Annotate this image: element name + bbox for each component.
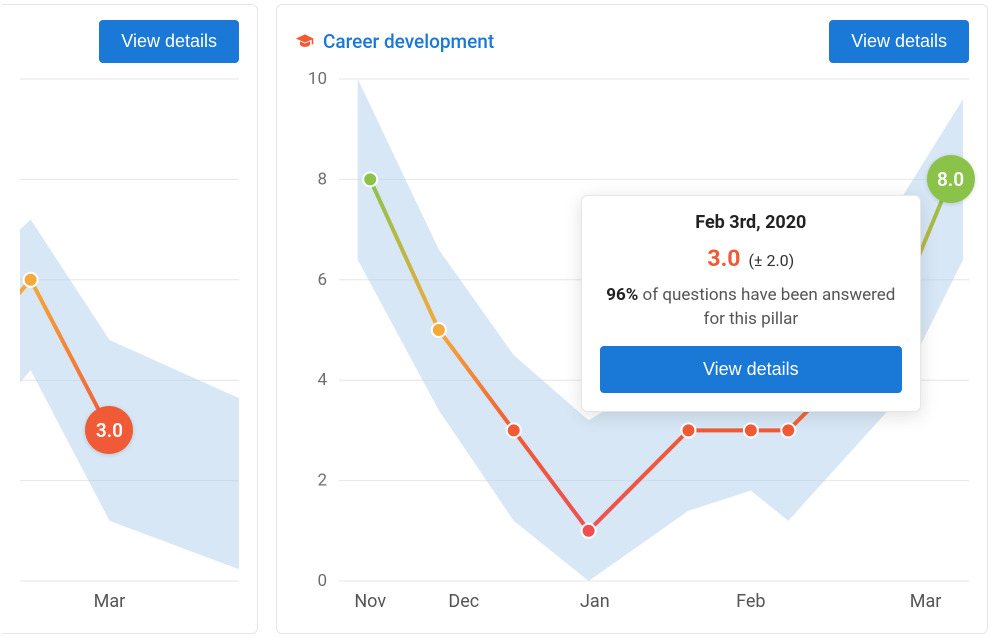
tooltip-score: 3.0 xyxy=(707,245,740,272)
svg-text:0: 0 xyxy=(317,571,327,591)
tooltip-date: Feb 3rd, 2020 xyxy=(600,212,902,233)
pillar-title-text: Career development xyxy=(323,30,494,53)
pillar-card-career-development: Career development View details 0 2 4 6 8 10 N… xyxy=(276,4,988,634)
view-details-button[interactable]: View details xyxy=(99,20,239,63)
svg-text:Jan: Jan xyxy=(580,591,610,612)
datapoint-tooltip: Feb 3rd, 2020 3.0 (± 2.0) 96% of questions… xyxy=(581,195,921,412)
svg-text:Mar: Mar xyxy=(94,591,126,612)
chart-area: 0246810NovDecJanFebMar8.0Feb 3rd, 20203.… xyxy=(295,71,969,615)
tooltip-view-details-button[interactable]: View details xyxy=(600,346,902,393)
score-badge: 8.0 xyxy=(927,155,975,203)
tooltip-subtitle-pct: 96% xyxy=(606,285,638,305)
svg-text:Mar: Mar xyxy=(910,591,942,612)
svg-text:8: 8 xyxy=(317,169,327,189)
chart-area: Mar3.0 xyxy=(20,71,239,615)
pillar-title-link[interactable]: Career development xyxy=(295,30,494,53)
pillar-card-cropped: View details Mar3.0 xyxy=(2,4,258,634)
tooltip-score-row: 3.0 (± 2.0) xyxy=(600,245,902,272)
svg-text:Dec: Dec xyxy=(448,591,479,612)
tooltip-subtitle: 96% of questions have been answered for … xyxy=(600,284,902,332)
svg-text:Nov: Nov xyxy=(354,591,386,612)
view-details-button[interactable]: View details xyxy=(829,20,969,63)
tooltip-plus-minus: (± 2.0) xyxy=(744,251,794,270)
card-header: Career development View details xyxy=(295,19,969,63)
svg-text:10: 10 xyxy=(308,71,327,89)
svg-text:6: 6 xyxy=(317,270,327,290)
svg-text:Feb: Feb xyxy=(736,591,765,612)
tooltip-subtitle-text: of questions have been answered for this… xyxy=(638,285,895,329)
svg-text:2: 2 xyxy=(317,471,327,491)
card-header: View details xyxy=(20,19,239,63)
graduation-cap-icon xyxy=(295,33,315,49)
svg-text:4: 4 xyxy=(317,370,327,390)
